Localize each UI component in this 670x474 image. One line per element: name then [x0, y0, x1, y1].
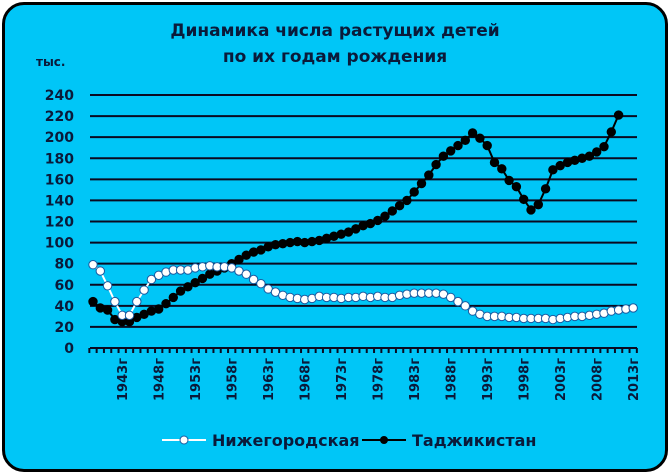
x-tick-label: 1983г	[408, 358, 423, 401]
y-tick-label: 140	[45, 193, 74, 209]
data-point-tajik	[482, 140, 492, 151]
data-point-nizhny	[110, 296, 120, 307]
data-point-tajik	[511, 182, 522, 192]
x-tick-label: 1963г	[262, 358, 277, 401]
data-point-tajik	[467, 128, 478, 138]
data-point-tajik	[504, 175, 514, 186]
x-tick-label: 1998г	[518, 358, 533, 401]
data-point-tajik	[161, 299, 171, 309]
data-point-tajik	[475, 133, 485, 143]
legend-label: Таджикистан	[412, 430, 537, 450]
chart-title: Динамика числа растущих детей по их года…	[0, 18, 670, 70]
x-tick-label: 2003г	[554, 358, 569, 401]
data-point-tajik	[431, 159, 441, 170]
data-point-tajik	[489, 157, 500, 168]
data-point-tajik	[183, 282, 193, 292]
x-tick-label: 1978г	[372, 358, 387, 401]
series-line-tajik	[92, 114, 620, 323]
data-point-nizhny	[628, 303, 638, 313]
data-point-tajik	[540, 184, 551, 194]
legend-marker-open-circle-icon	[162, 435, 206, 445]
data-point-tajik	[102, 305, 113, 315]
data-point-tajik	[497, 164, 507, 174]
data-point-tajik	[234, 254, 244, 265]
x-tick-label: 1968г	[299, 358, 314, 401]
data-point-tajik	[373, 215, 383, 226]
legend: Нижегородская Таджикистан	[160, 430, 560, 454]
data-point-tajik	[453, 140, 463, 151]
data-point-tajik	[460, 135, 470, 146]
data-point-tajik	[606, 127, 616, 137]
data-point-tajik	[394, 200, 405, 211]
legend-item-nizhny: Нижегородская	[160, 430, 360, 450]
x-tick-label: 1943г	[116, 358, 131, 401]
data-point-tajik	[416, 178, 427, 189]
data-point-nizhny	[453, 296, 463, 307]
data-point-tajik	[387, 206, 397, 216]
y-tick-label: 120	[45, 215, 74, 231]
data-point-nizhny	[88, 260, 98, 270]
x-tick-label: 1993г	[481, 358, 496, 401]
data-point-nizhny	[139, 285, 149, 295]
data-point-nizhny	[146, 274, 157, 285]
data-point-tajik	[190, 277, 200, 288]
data-point-tajik	[526, 205, 536, 215]
data-point-tajik	[409, 187, 419, 197]
x-tick-label: 1973г	[335, 358, 350, 401]
data-point-nizhny	[102, 281, 113, 291]
data-point-nizhny	[95, 266, 106, 276]
data-point-nizhny	[460, 301, 470, 311]
data-point-tajik	[380, 211, 390, 221]
y-tick-label: 40	[55, 299, 75, 315]
data-point-tajik	[613, 110, 624, 120]
y-tick-label: 180	[45, 151, 74, 167]
legend-label: Нижегородская	[212, 430, 360, 450]
data-point-tajik	[599, 141, 609, 152]
data-point-tajik	[424, 170, 434, 180]
data-point-nizhny	[248, 274, 259, 285]
data-point-tajik	[168, 292, 179, 303]
y-tick-label: 80	[55, 257, 75, 273]
y-tick-label: 60	[55, 278, 75, 294]
chart-title-line1: Динамика числа растущих детей	[170, 21, 500, 41]
data-point-tajik	[519, 194, 529, 205]
y-tick-label: 100	[45, 236, 74, 252]
y-tick-label: 160	[45, 172, 74, 188]
legend-item-tajik: Таджикистан	[360, 430, 536, 450]
data-point-nizhny	[256, 278, 266, 289]
x-tick-label: 1958г	[226, 358, 241, 401]
data-point-tajik	[584, 151, 595, 161]
x-tick-label: 1988г	[445, 358, 460, 401]
y-tick-label: 200	[45, 130, 74, 146]
data-point-tajik	[438, 151, 449, 161]
x-tick-label: 1948г	[153, 358, 168, 401]
data-point-tajik	[197, 273, 208, 284]
data-point-tajik	[446, 146, 456, 156]
data-point-tajik	[175, 286, 186, 296]
y-tick-label: 0	[64, 341, 74, 357]
data-point-nizhny	[124, 310, 135, 321]
y-tick-label: 240	[45, 88, 74, 104]
chart-title-line2: по их годам рождения	[222, 47, 448, 67]
legend-marker-filled-circle-icon	[362, 436, 406, 444]
y-tick-label: 20	[55, 320, 75, 336]
x-tick-label: 2008г	[591, 358, 606, 401]
x-tick-label: 1953г	[189, 358, 204, 401]
data-point-nizhny	[446, 292, 456, 303]
data-point-nizhny	[241, 269, 252, 279]
data-point-tajik	[88, 296, 98, 307]
data-point-tajik	[533, 199, 543, 210]
y-axis-unit-label: тыс.	[36, 55, 66, 69]
x-tick-label: 2013г	[627, 358, 642, 401]
data-point-tajik	[592, 147, 602, 157]
data-point-tajik	[154, 304, 164, 314]
data-point-tajik	[402, 195, 412, 206]
y-tick-label: 220	[45, 109, 74, 125]
data-point-nizhny	[132, 296, 142, 307]
data-point-tajik	[548, 165, 558, 175]
